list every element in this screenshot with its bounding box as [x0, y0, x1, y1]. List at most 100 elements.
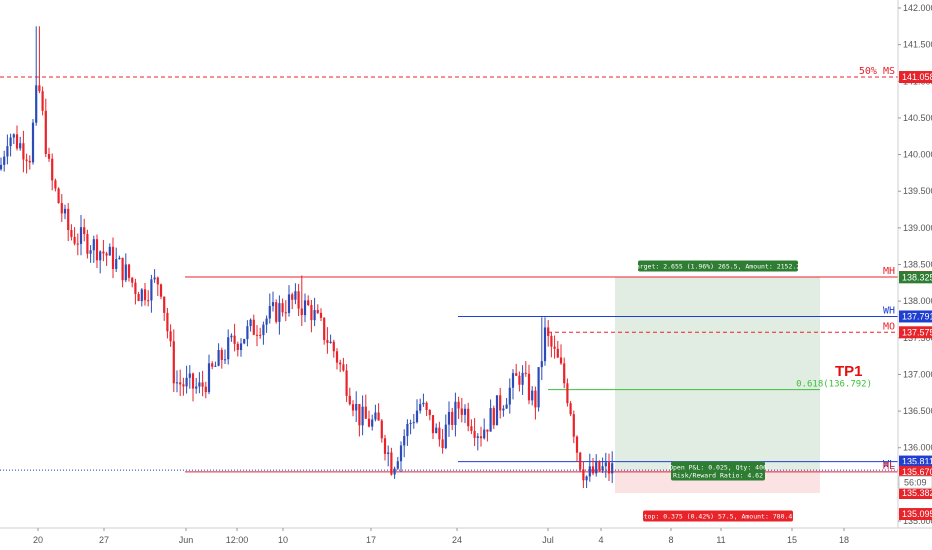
candle-body: [495, 395, 499, 426]
candle-body: [326, 340, 329, 344]
candle-body: [390, 452, 393, 475]
y-tick-label: 138.500: [903, 260, 932, 270]
candle-body: [156, 277, 159, 285]
candle-body: [175, 382, 179, 384]
x-tick-label: 18: [839, 535, 849, 545]
candle-body: [371, 419, 374, 427]
stop-box-text: Stop: 0.375 (0.42%) 57.5, Amount: 780.45: [640, 513, 797, 521]
candle-body: [313, 310, 316, 321]
candle-body: [172, 341, 175, 384]
y-tick-label: 139.000: [903, 223, 932, 233]
candle-body: [550, 335, 553, 347]
y-tick-label: 140.000: [903, 150, 932, 160]
candle-body: [41, 91, 44, 111]
candle-body: [486, 429, 489, 432]
candle-body: [35, 85, 38, 123]
price-tag-text: 135.095: [902, 509, 932, 519]
candle-body: [543, 327, 547, 362]
candle-body: [294, 291, 297, 300]
x-tick-label: Jul: [542, 535, 554, 545]
price-tag-text: 137.791: [902, 311, 932, 321]
price-tag: [899, 326, 932, 339]
candle-body: [473, 430, 476, 438]
candle-body: [431, 415, 435, 434]
candle-body: [188, 373, 191, 378]
profit-zone: [615, 277, 820, 470]
position-info-boxes: Target: 2.655 (1.96%) 265.5, Amount: 215…: [632, 260, 804, 522]
price-tag-text: 135.382: [902, 488, 932, 498]
candle-body: [511, 373, 515, 388]
level-label: WH: [883, 305, 895, 316]
candle-body: [383, 438, 387, 454]
candle-body: [207, 363, 211, 393]
candle-body: [28, 160, 31, 163]
candle-body: [236, 343, 239, 351]
price-tag-text: 135.670: [902, 467, 932, 477]
candle-body: [387, 452, 390, 454]
candle-body: [102, 251, 105, 254]
candle-body: [153, 277, 156, 280]
candle-body: [169, 331, 172, 342]
level-label: MO: [883, 321, 895, 332]
candle-body: [329, 341, 332, 344]
candle-body: [198, 382, 201, 387]
candle-body: [479, 436, 483, 439]
candle-body: [67, 208, 70, 231]
candle-body: [454, 401, 457, 425]
candle-body: [278, 303, 281, 322]
candle-body: [579, 452, 582, 470]
candle-body: [563, 363, 566, 384]
candle-body: [31, 122, 35, 163]
time-axis[interactable]: 20 27 Jun 12:00 10 17 24 Jul 4 8 11 15 18: [0, 527, 932, 545]
candle-body: [348, 395, 351, 405]
candle-body: [409, 423, 412, 425]
loss-zone: [615, 469, 820, 494]
candle-body: [419, 404, 422, 411]
candle-body: [524, 372, 527, 374]
candle-body: [223, 359, 227, 361]
candle-body: [374, 412, 377, 420]
y-tick-label: 135.000: [903, 516, 932, 526]
candle-body: [134, 282, 137, 294]
x-tick-label: Jun: [179, 535, 194, 545]
candle-body: [195, 386, 198, 389]
level-label: 50% MS: [859, 66, 895, 77]
candle-body: [553, 346, 556, 349]
candle-body: [108, 246, 111, 256]
candle-body: [63, 208, 67, 214]
price-axis[interactable]: 135.000135.500136.000136.500137.000137.5…: [897, 0, 932, 528]
candle-body: [54, 180, 57, 189]
candle-body: [220, 350, 223, 360]
candle-body: [377, 412, 380, 421]
candle-body: [259, 334, 262, 336]
candle-body: [483, 429, 486, 439]
candle-body: [249, 319, 252, 327]
candle-body: [355, 404, 358, 411]
candle-body: [559, 357, 563, 364]
candle-body: [492, 408, 495, 426]
candle-body: [19, 143, 22, 149]
candle-body: [6, 146, 9, 157]
candle-body: [499, 395, 502, 411]
candle-body: [335, 351, 339, 363]
candle-body: [611, 463, 614, 474]
candle-body: [415, 410, 419, 423]
candle-body: [252, 319, 255, 335]
candle-body: [140, 289, 143, 302]
candle-body: [428, 409, 431, 416]
open-pnl-box-text: Risk/Reward Ratio: 4.62: [673, 472, 763, 480]
candle-body: [572, 414, 575, 437]
candle-body: [598, 461, 601, 471]
fib-label: 0.618(136.792): [796, 380, 872, 390]
candle-body: [604, 462, 607, 467]
position-zones: [615, 277, 820, 494]
candle-body: [540, 361, 543, 368]
price-tag: [899, 310, 932, 323]
candle-body: [3, 156, 6, 165]
candle-body: [601, 466, 604, 471]
candle-body: [422, 402, 425, 405]
candle-body: [227, 337, 230, 360]
candle-body: [361, 406, 364, 426]
